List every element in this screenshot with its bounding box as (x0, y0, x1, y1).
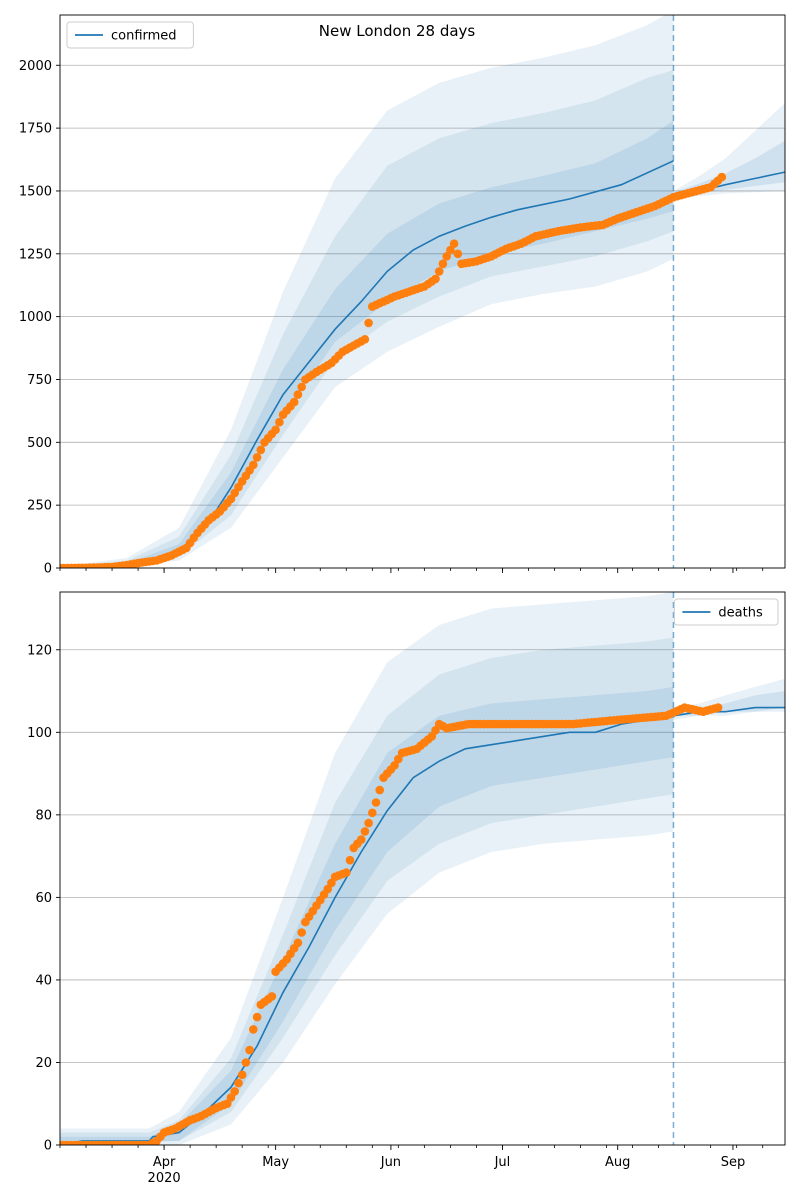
data-point (267, 992, 277, 1001)
legend: deaths (673, 598, 779, 626)
data-point (360, 827, 370, 836)
data-point (237, 1070, 247, 1080)
data-point (297, 382, 307, 392)
plot-area (60, 592, 785, 1145)
data-point (431, 726, 440, 735)
data-point (356, 835, 366, 844)
data-point (223, 1099, 232, 1108)
uncertainty-band (673, 140, 785, 198)
data-point (442, 251, 452, 261)
uncertainty-band (60, 120, 674, 568)
y-tick-label: 1000 (19, 310, 52, 325)
data-point (293, 938, 303, 948)
y-tick-label: 60 (35, 891, 52, 906)
data-point (390, 761, 399, 770)
x-tick-label: Jul (494, 1155, 511, 1170)
data-point (375, 785, 385, 795)
y-tick-label: 20 (35, 1056, 52, 1071)
series-line (60, 715, 674, 1145)
plot-area (60, 15, 785, 568)
data-point (364, 318, 373, 328)
data-point (360, 335, 370, 344)
x-tick-label: Aug (605, 1155, 630, 1170)
data-point (245, 1045, 254, 1055)
x-tick-label: Jun (380, 1155, 401, 1170)
axes-frame (59, 591, 786, 1146)
y-tick-label: 750 (27, 373, 52, 388)
uncertainty-band (60, 592, 674, 1145)
y-tick-label: 0 (44, 562, 52, 577)
y-tick-label: 1500 (19, 184, 52, 199)
data-point (342, 868, 351, 877)
uncertainty-band (60, 686, 674, 1145)
data-point (241, 1058, 251, 1067)
data-point (371, 798, 381, 807)
y-tick-label: 0 (44, 1139, 52, 1154)
data-point (293, 390, 303, 399)
uncertainty-band (673, 103, 785, 199)
y-tick-label: 2000 (19, 59, 52, 74)
x-tick-label: Sep (721, 1155, 746, 1170)
legend-label: deaths (718, 606, 763, 621)
data-point (449, 239, 459, 248)
confirmed-panel: 0 250 500 750 1000 1250 1500 1750 2000 confirmed (19, 14, 786, 577)
uncertainty-band (60, 15, 674, 568)
y-tick-label: 250 (27, 499, 52, 514)
legend-box (673, 598, 779, 626)
uncertainty-band (60, 637, 674, 1145)
legend-box (66, 21, 194, 49)
data-point (271, 425, 280, 435)
data-point (438, 259, 448, 269)
data-point (256, 445, 266, 455)
y-tick-label: 1250 (19, 247, 52, 262)
data-point (434, 267, 444, 276)
y-tick-label: 1750 (19, 122, 52, 137)
data-point (249, 1025, 258, 1034)
y-tick-label: 100 (27, 726, 52, 741)
y-tick-label: 80 (35, 808, 52, 823)
data-point (446, 245, 455, 255)
data-point (394, 754, 403, 764)
legend: confirmed (66, 21, 194, 49)
data-point (345, 855, 355, 865)
data-point (297, 928, 307, 937)
data-point (234, 1078, 243, 1088)
data-point (252, 1012, 262, 1022)
data-point (252, 453, 262, 462)
x-tick-sublabel: 2020 (148, 1171, 181, 1186)
data-point (431, 274, 440, 284)
data-point (275, 417, 284, 427)
figure-title: New London 28 days (319, 22, 476, 40)
data-point (249, 460, 258, 470)
legend-label: confirmed (111, 29, 177, 44)
data-point (717, 172, 727, 182)
x-tick-label: Apr (153, 1155, 176, 1170)
data-point (230, 1087, 239, 1096)
data-point (323, 884, 333, 894)
data-point (453, 249, 463, 259)
y-tick-label: 500 (27, 436, 52, 451)
data-point (368, 808, 377, 818)
data-point (364, 818, 373, 828)
y-tick-label: 40 (35, 973, 52, 988)
data-point (713, 703, 723, 712)
axes-frame (59, 14, 786, 569)
data-point (289, 397, 299, 407)
y-tick-label: 120 (27, 643, 52, 658)
x-tick-label: May (262, 1155, 289, 1170)
